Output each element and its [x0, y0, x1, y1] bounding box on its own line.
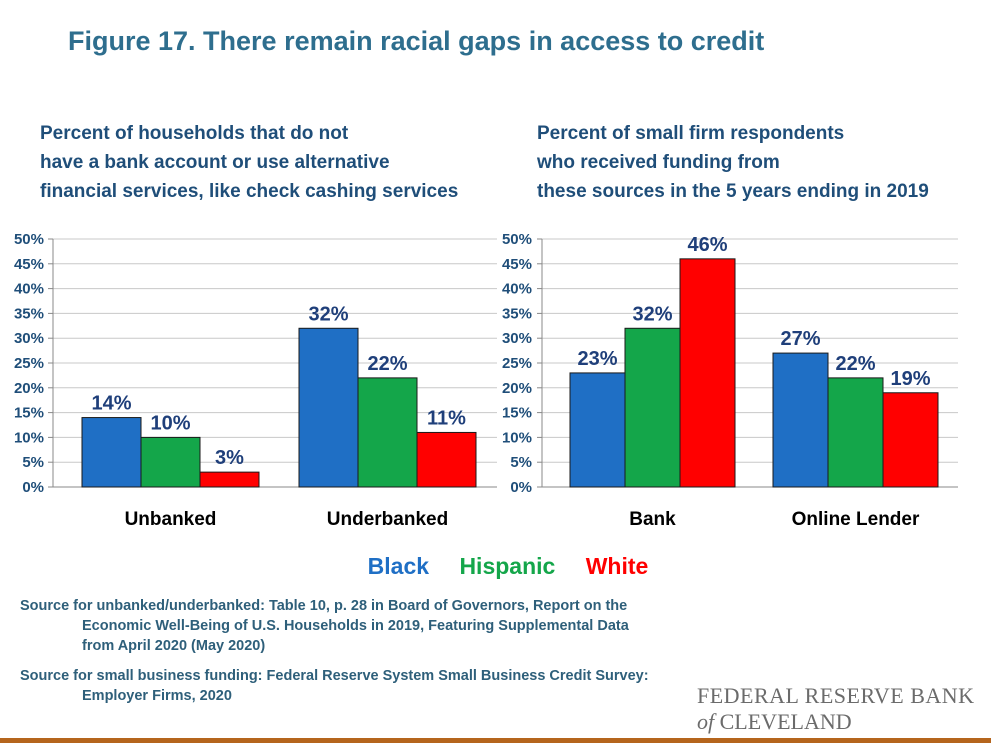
data-label: 22%	[835, 353, 875, 375]
y-tick-label: 35%	[14, 305, 44, 322]
right-subtitle-line: these sources in the 5 years ending in 2…	[537, 181, 929, 202]
logo-line-1: FEDERAL RESERVE BANK	[697, 683, 975, 708]
y-tick-label: 45%	[502, 256, 532, 273]
data-label: 32%	[632, 303, 672, 325]
bar-white	[416, 431, 477, 488]
y-tick-label: 5%	[510, 454, 532, 471]
bar-white	[679, 258, 736, 488]
bar-black	[298, 327, 359, 488]
y-tick-label: 30%	[502, 330, 532, 347]
y-tick-label: 10%	[502, 429, 532, 446]
x-category-label: Underbanked	[327, 509, 448, 530]
logo-of: of	[697, 709, 715, 734]
legend: Black Hispanic White	[0, 553, 991, 580]
y-tick-label: 5%	[22, 454, 44, 471]
data-label: 14%	[91, 393, 131, 415]
legend-white: White	[585, 553, 649, 579]
bar-black	[569, 372, 626, 488]
data-label: 46%	[687, 234, 727, 256]
right-subtitle-line: who received funding from	[537, 152, 780, 173]
bar-hispanic	[827, 377, 884, 488]
federal-reserve-logo: FEDERAL RESERVE BANK of CLEVELAND	[697, 683, 975, 735]
bottom-accent-bar	[0, 738, 991, 743]
y-tick-label: 40%	[14, 281, 44, 298]
right-chart-subtitle: Percent of small firm respondents who re…	[537, 119, 929, 206]
y-tick-label: 20%	[14, 380, 44, 397]
right-subtitle-line: Percent of small firm respondents	[537, 123, 845, 144]
data-label: 27%	[780, 328, 820, 350]
y-tick-label: 0%	[510, 479, 532, 496]
legend-hispanic: Hispanic	[459, 553, 556, 579]
data-label: 22%	[367, 353, 407, 375]
data-label: 11%	[427, 407, 466, 429]
data-label: 32%	[308, 303, 348, 325]
bar-hispanic	[140, 436, 201, 488]
y-tick-label: 50%	[14, 231, 44, 248]
left-subtitle-line: Percent of households that do not	[40, 123, 349, 144]
x-category-label: Bank	[629, 509, 676, 530]
y-tick-label: 45%	[14, 256, 44, 273]
y-tick-label: 20%	[502, 380, 532, 397]
y-tick-label: 15%	[502, 405, 532, 422]
source-note-small-business: Source for small business funding: Feder…	[20, 666, 649, 706]
bar-black	[81, 417, 142, 488]
source-line: Source for small business funding: Feder…	[20, 668, 649, 684]
data-label: 3%	[215, 447, 244, 469]
left-subtitle-line: financial services, like check cashing s…	[40, 181, 459, 202]
x-category-label: Unbanked	[125, 509, 217, 530]
bar-hispanic	[357, 377, 418, 488]
y-tick-label: 30%	[14, 330, 44, 347]
source-note-banking: Source for unbanked/underbanked: Table 1…	[20, 596, 629, 656]
source-line: Employer Firms, 2020	[82, 688, 232, 704]
left-chart-subtitle: Percent of households that do not have a…	[40, 119, 458, 206]
y-tick-label: 25%	[502, 355, 532, 372]
logo-city: CLEVELAND	[719, 709, 852, 734]
logo-line-2: of CLEVELAND	[697, 709, 975, 735]
bar-white	[199, 471, 260, 488]
page-title: Figure 17. There remain racial gaps in a…	[68, 26, 765, 56]
data-label: 10%	[150, 412, 190, 434]
y-tick-label: 35%	[502, 305, 532, 322]
y-tick-label: 50%	[502, 231, 532, 248]
y-tick-label: 0%	[22, 479, 44, 496]
x-category-label: Online Lender	[792, 509, 920, 530]
source-line: Economic Well-Being of U.S. Households i…	[82, 618, 629, 634]
legend-black: Black	[367, 553, 430, 579]
left-subtitle-line: have a bank account or use alternative	[40, 152, 390, 173]
bar-white	[882, 392, 939, 488]
bar-black	[772, 352, 829, 488]
y-tick-label: 10%	[14, 429, 44, 446]
data-label: 23%	[577, 348, 617, 370]
y-tick-label: 25%	[14, 355, 44, 372]
data-label: 19%	[890, 368, 930, 390]
y-tick-label: 40%	[502, 281, 532, 298]
bar-hispanic	[624, 327, 681, 488]
source-line: Source for unbanked/underbanked: Table 1…	[20, 598, 628, 614]
source-line: from April 2020 (May 2020)	[82, 638, 266, 654]
y-tick-label: 15%	[14, 405, 44, 422]
